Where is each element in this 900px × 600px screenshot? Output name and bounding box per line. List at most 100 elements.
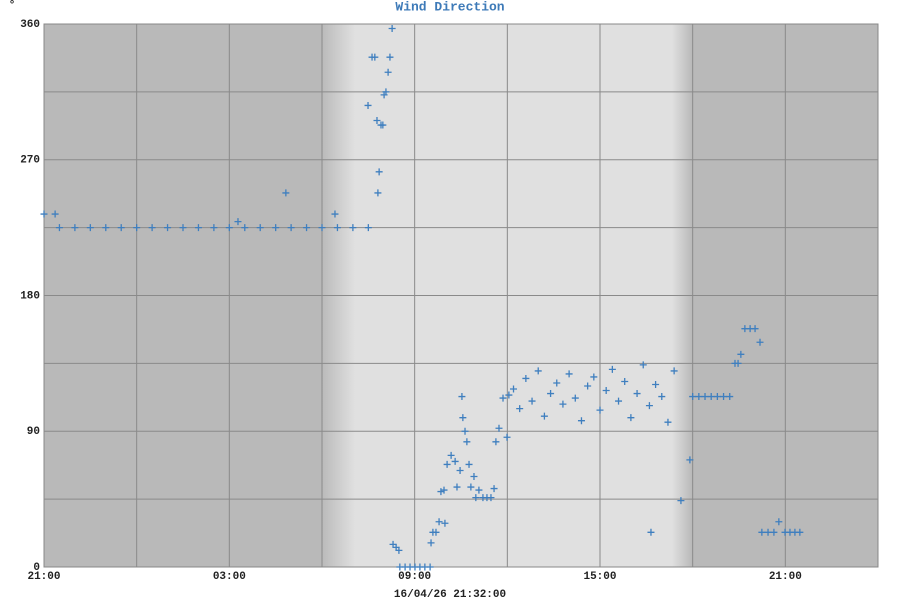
- point: [584, 382, 592, 390]
- point: [540, 412, 548, 420]
- point: [775, 518, 783, 526]
- point: [528, 397, 536, 405]
- point: [389, 540, 397, 548]
- point: [441, 519, 449, 527]
- point: [194, 224, 202, 232]
- point: [117, 224, 125, 232]
- point: [40, 210, 48, 218]
- point: [664, 418, 672, 426]
- x-axis-label: 16/04/26 21:32:00: [394, 589, 506, 600]
- point: [331, 210, 339, 218]
- point: [553, 379, 561, 387]
- point: [547, 390, 555, 398]
- point: [282, 189, 290, 197]
- point: [510, 385, 518, 393]
- point: [371, 53, 379, 61]
- point: [55, 224, 63, 232]
- point: [645, 402, 653, 410]
- point: [382, 88, 390, 96]
- point: [225, 224, 233, 232]
- point: [726, 393, 734, 401]
- point: [395, 546, 403, 554]
- point: [701, 393, 709, 401]
- point: [287, 224, 295, 232]
- point: [707, 393, 715, 401]
- point: [796, 528, 804, 536]
- point: [364, 101, 372, 109]
- point: [133, 224, 141, 232]
- point: [470, 473, 478, 480]
- point: [670, 367, 678, 375]
- point: [210, 224, 218, 232]
- point: [734, 359, 742, 367]
- y-tick-label: 90: [27, 426, 40, 438]
- point: [590, 373, 598, 381]
- y-tick-label: 270: [20, 155, 40, 167]
- point: [472, 494, 480, 502]
- point: [658, 393, 666, 401]
- point: [333, 224, 341, 232]
- point: [751, 325, 759, 333]
- point: [559, 400, 567, 408]
- point: [467, 483, 475, 491]
- point: [689, 393, 697, 401]
- point: [71, 224, 79, 232]
- point: [386, 53, 394, 61]
- y-axis-label: °: [9, 0, 16, 12]
- point: [499, 394, 507, 402]
- x-tick-label: 21:00: [27, 571, 60, 583]
- point: [432, 528, 440, 536]
- point: [440, 486, 448, 494]
- point: [652, 380, 660, 388]
- point: [234, 218, 242, 226]
- x-tick-label: 15:00: [583, 571, 616, 583]
- point: [571, 394, 579, 402]
- point: [102, 224, 110, 232]
- point: [577, 417, 585, 425]
- chart-title: Wind Direction: [395, 0, 504, 14]
- point: [633, 390, 641, 398]
- point: [459, 414, 467, 422]
- point: [426, 563, 434, 571]
- point: [490, 485, 498, 493]
- point: [686, 456, 694, 464]
- point: [148, 224, 156, 232]
- point: [503, 433, 511, 441]
- x-tick-label: 21:00: [769, 571, 802, 583]
- point: [565, 370, 573, 378]
- point: [621, 377, 629, 385]
- point: [758, 528, 766, 536]
- point: [379, 121, 387, 129]
- point: [463, 438, 471, 446]
- point: [303, 224, 311, 232]
- point: [349, 224, 357, 232]
- point: [720, 393, 728, 401]
- point: [695, 393, 703, 401]
- point: [534, 367, 542, 375]
- point: [51, 210, 59, 218]
- point: [86, 224, 94, 232]
- point: [713, 393, 721, 401]
- point: [608, 365, 616, 373]
- point: [164, 224, 172, 232]
- point: [615, 397, 623, 405]
- point: [453, 483, 461, 491]
- point: [373, 117, 381, 125]
- point: [364, 224, 372, 232]
- point: [639, 361, 647, 369]
- point: [435, 518, 443, 526]
- point: [461, 427, 469, 435]
- point: [374, 189, 382, 197]
- point: [487, 494, 495, 502]
- point: [475, 486, 483, 494]
- point: [756, 338, 764, 346]
- point: [427, 539, 435, 547]
- y-tick-label: 0: [33, 562, 40, 574]
- point: [388, 25, 396, 33]
- point: [384, 68, 392, 76]
- y-tick-label: 360: [20, 19, 40, 31]
- point: [375, 168, 383, 176]
- point: [458, 393, 466, 401]
- point: [522, 374, 530, 382]
